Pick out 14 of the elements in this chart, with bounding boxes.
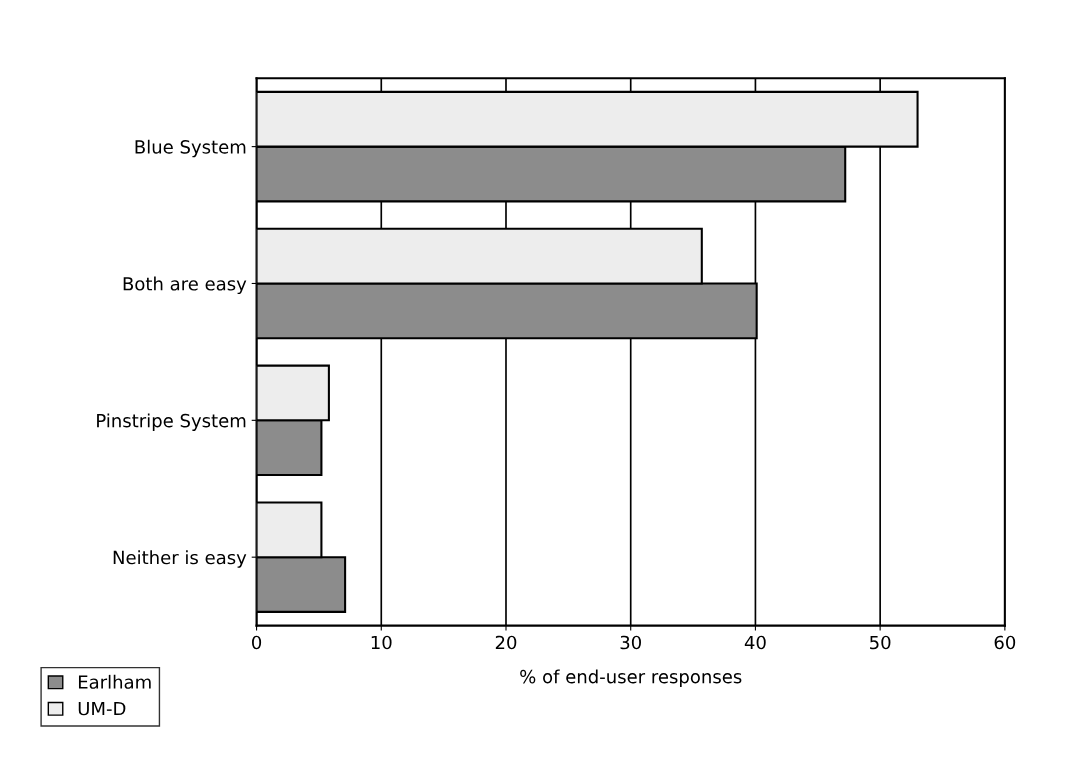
y-tick-label: Blue System [135, 139, 246, 158]
x-tick-label: 50 [870, 635, 891, 650]
x-tick-label: 20 [495, 635, 517, 650]
x-axis-title: % of end-user responses [520, 669, 742, 687]
y-tick-label: Pinstripe System [97, 413, 246, 431]
y-tick-label: Neither is easy [113, 550, 247, 568]
x-tick-label: 40 [744, 635, 766, 650]
x-tick-label: 10 [371, 635, 392, 650]
x-tick-label: 60 [994, 635, 1016, 650]
x-tick-label: 30 [620, 635, 641, 650]
legend-label: UM-D [78, 701, 126, 716]
legend-label: Earlham [78, 674, 151, 689]
y-tick-label: Both are easy [123, 276, 247, 295]
x-tick-label: 0 [252, 635, 262, 650]
